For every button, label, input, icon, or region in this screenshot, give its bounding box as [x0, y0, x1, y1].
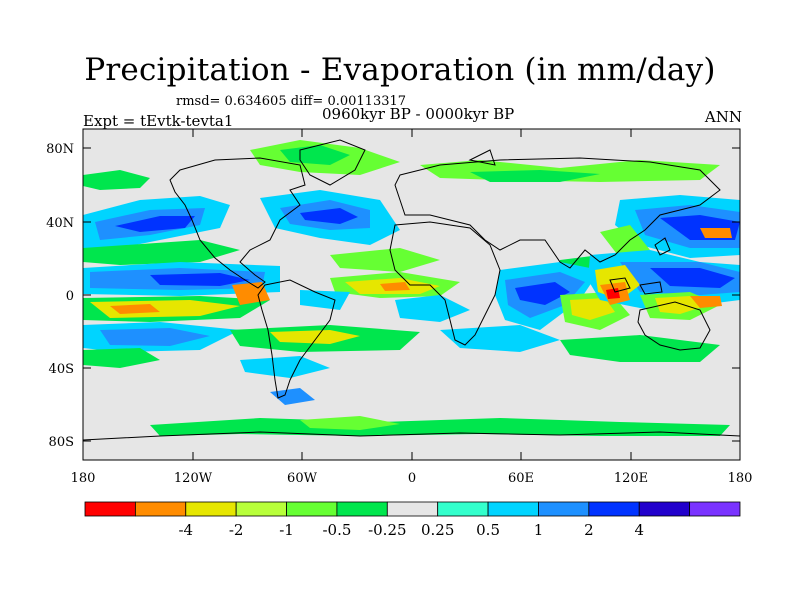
- colorbar-swatch: [638, 501, 691, 517]
- colorbar-swatch: [538, 501, 590, 517]
- lat-label: 40N: [46, 216, 74, 231]
- contour-patch: [300, 208, 358, 224]
- period-label: 0960kyr BP - 0000kyr BP: [322, 105, 515, 123]
- contour-patch: [100, 328, 210, 346]
- contour-patch: [83, 170, 150, 190]
- colorbar-label: 2: [584, 521, 594, 539]
- colorbar-swatch: [336, 501, 388, 517]
- contour-patch: [515, 282, 570, 305]
- statistics-text: rmsd= 0.634605 diff= 0.00113317: [176, 94, 407, 109]
- contour-patch: [300, 416, 400, 430]
- lat-label: 80S: [49, 435, 74, 450]
- africa-outline: [389, 221, 501, 346]
- filled-contours: [83, 140, 740, 436]
- colorbar-swatch: [487, 501, 539, 517]
- colorbar-swatch: [689, 501, 741, 517]
- colorbar-label: -2: [229, 521, 244, 539]
- lat-label: 80N: [46, 142, 74, 157]
- experiment-label: Expt = tEvtk-tevta1: [83, 112, 234, 130]
- colorbar-swatch: [286, 501, 338, 517]
- latitude-axis: [83, 147, 740, 442]
- colorbar-swatch: [235, 501, 287, 517]
- contour-patch: [270, 388, 315, 405]
- contour-patch: [395, 295, 470, 322]
- colorbar-label: -4: [178, 521, 193, 539]
- contour-patch: [606, 288, 620, 299]
- coastlines: [83, 139, 740, 441]
- colorbar-label: -1: [279, 521, 294, 539]
- colorbar-label: -0.5: [322, 521, 351, 539]
- lon-label: 60E: [508, 471, 534, 486]
- colorbar-swatch: [588, 501, 640, 517]
- north-america-outline: [169, 157, 306, 289]
- map-plot-area: [83, 129, 740, 460]
- colorbar-swatch: [437, 501, 489, 517]
- colorbar-swatch: [185, 501, 237, 517]
- colorbar-label: 0.25: [421, 521, 454, 539]
- contour-patch: [655, 296, 705, 314]
- greenland-outline: [299, 139, 366, 186]
- contour-patch: [380, 282, 410, 291]
- colorbar-swatch: [134, 501, 187, 517]
- colorbar-label: 0.5: [476, 521, 500, 539]
- colorbar: -4 -2 -1 -0.5 -0.25 0.25 0.5 1 2 4: [84, 501, 741, 539]
- colorbar-label: -0.25: [368, 521, 406, 539]
- lat-label: 40S: [49, 362, 74, 377]
- contour-patch: [330, 248, 440, 272]
- europe-asia-outline: [394, 157, 721, 269]
- map-title: Precipitation - Evaporation (in mm/day): [84, 52, 716, 88]
- contour-patch: [110, 304, 160, 314]
- colorbar-swatch: [386, 501, 439, 517]
- lon-label: 0: [408, 471, 416, 486]
- lon-label: 60W: [287, 471, 318, 486]
- contour-patch: [150, 273, 250, 286]
- contour-patch: [270, 330, 360, 344]
- colorbar-label: 4: [634, 521, 644, 539]
- australia-outline: [637, 301, 711, 351]
- lat-label: 0: [66, 289, 74, 304]
- contour-patch: [560, 335, 720, 362]
- lon-label: 180: [71, 471, 96, 486]
- lon-label: 120E: [614, 471, 648, 486]
- contour-patch: [650, 268, 735, 288]
- contour-patch: [570, 298, 615, 320]
- contour-patch: [700, 228, 732, 238]
- antarctica-outline: [83, 431, 740, 441]
- contour-patch: [83, 240, 240, 265]
- season-label: ANN: [704, 108, 742, 126]
- contour-patch: [240, 356, 330, 378]
- contour-patch: [440, 325, 560, 352]
- contour-patch: [470, 170, 600, 182]
- contour-patch: [690, 296, 722, 308]
- contour-patch: [600, 225, 650, 258]
- colorbar-label: 1: [534, 521, 544, 539]
- islands-outline: [468, 149, 671, 295]
- south-america-outline: [257, 279, 336, 399]
- longitude-axis: [192, 129, 632, 460]
- lon-label: 120W: [174, 471, 213, 486]
- contour-patch: [150, 418, 730, 436]
- contour-patch: [115, 216, 195, 232]
- contour-patch: [83, 348, 160, 368]
- contour-patch: [280, 145, 350, 165]
- lon-label: 180: [728, 471, 753, 486]
- contour-patch: [232, 282, 270, 305]
- colorbar-swatch: [84, 501, 136, 517]
- contour-patch: [300, 290, 350, 310]
